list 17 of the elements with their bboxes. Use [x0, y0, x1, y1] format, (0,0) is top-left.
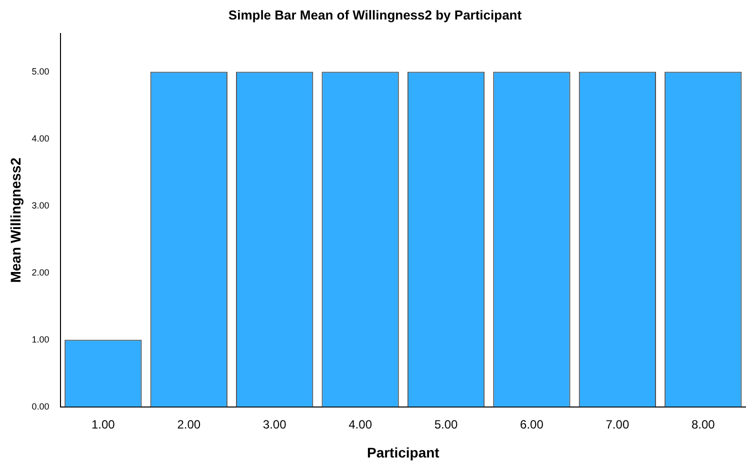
x-tick-label: 6.00 [520, 417, 544, 432]
y-tick-label: 1.00 [32, 334, 50, 344]
x-tick-label: 8.00 [691, 417, 716, 432]
y-tick-label: 0.00 [32, 401, 50, 412]
x-tick-label: 4.00 [348, 417, 372, 432]
chart-title: Simple Bar Mean of Willingness2 by Participant [228, 7, 522, 22]
y-tick-label: 5.00 [32, 66, 50, 76]
x-axis-title: Participant [366, 444, 440, 460]
x-tick-label: 1.00 [91, 417, 116, 432]
y-tick-label: 3.00 [32, 200, 50, 210]
y-tick-label: 2.00 [32, 267, 50, 278]
x-tick-label: 7.00 [606, 417, 630, 432]
x-tick-label: 2.00 [177, 417, 201, 432]
x-tick-label: 5.00 [434, 417, 458, 432]
x-tick-label: 3.00 [262, 417, 287, 432]
y-tick-label: 4.00 [32, 133, 50, 144]
y-axis-title: Mean Willingness2 [7, 157, 24, 283]
